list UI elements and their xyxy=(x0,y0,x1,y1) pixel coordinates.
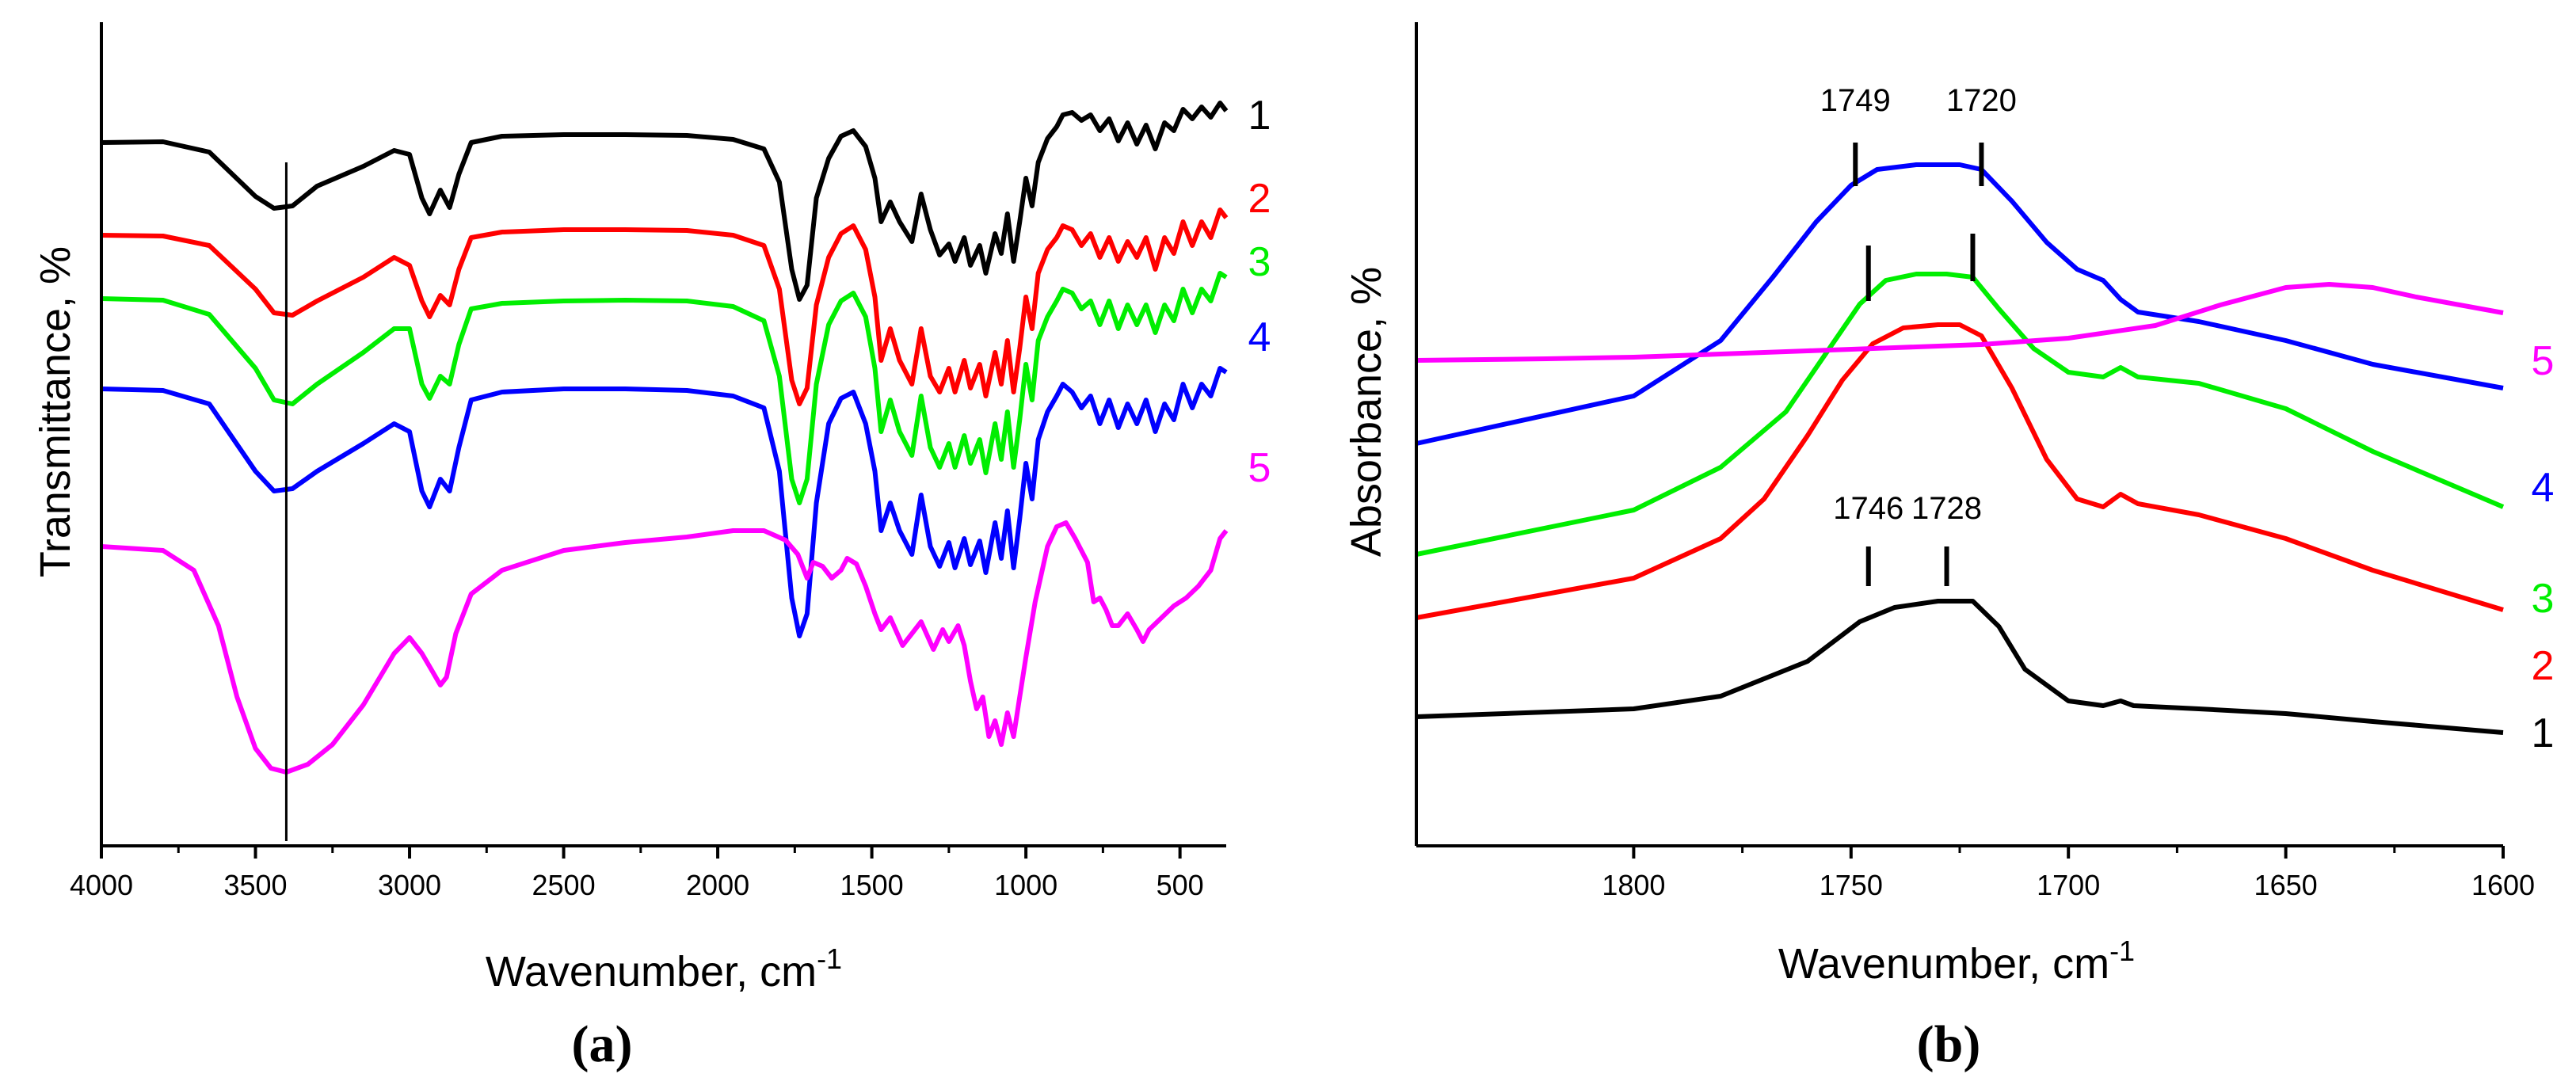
series-line-1 xyxy=(1416,599,2504,735)
chart-b-annotations: 1749 1720 1746 1728 xyxy=(1820,83,2017,586)
series-label-5: 5 xyxy=(1248,445,1271,491)
series-label-3: 3 xyxy=(1248,239,1271,285)
series-line-3 xyxy=(1416,272,2505,557)
series-label-1: 1 xyxy=(1248,93,1271,139)
x-tick-label: 1500 xyxy=(840,869,904,901)
x-tick-label: 3500 xyxy=(223,869,287,901)
series-line-2 xyxy=(1416,322,2504,620)
series-label-3: 3 xyxy=(2532,576,2555,622)
series-line-5 xyxy=(101,520,1229,775)
series-line-1 xyxy=(101,101,1229,302)
chart-a-xlabel: Wavenumber, cm-1 xyxy=(486,942,842,996)
chart-a-lines xyxy=(101,101,1229,775)
series-line-5 xyxy=(1416,282,2504,363)
chart-a-series-labels: 1 2 3 4 5 xyxy=(1248,93,1271,491)
annotation-label: 1746 xyxy=(1833,491,1903,526)
x-tick-label: 1650 xyxy=(2254,869,2318,901)
x-tick-label: 2500 xyxy=(532,869,596,901)
series-line-3 xyxy=(101,271,1228,505)
series-line-4 xyxy=(1416,162,2504,446)
series-label-4: 4 xyxy=(2532,465,2555,511)
series-line-4 xyxy=(101,366,1228,638)
x-tick-label: 500 xyxy=(1157,869,1204,901)
x-tick-label: 1700 xyxy=(2037,869,2100,901)
series-label-5: 5 xyxy=(2532,338,2555,384)
x-tick-label: 1600 xyxy=(2471,869,2535,901)
series-label-2: 2 xyxy=(1248,176,1271,222)
chart-b-lines xyxy=(1416,162,2505,735)
x-tick-label: 2000 xyxy=(686,869,749,901)
chart-b-xlabel: Wavenumber, cm-1 xyxy=(1778,935,2135,988)
x-tick-label: 1000 xyxy=(994,869,1057,901)
annotation-label: 1728 xyxy=(1911,491,1982,526)
chart-b: 1800 1750 1700 1650 1600 1749 1720 1746 1728 Wa… xyxy=(1343,22,2554,1073)
series-label-1: 1 xyxy=(2532,710,2555,756)
x-tick-label: 1750 xyxy=(1820,869,1883,901)
chart-a-frame xyxy=(101,22,1226,846)
annotation-label: 1749 xyxy=(1820,83,1891,118)
chart-a-ylabel: Transmittance, % xyxy=(32,246,79,577)
chart-a-ticks: 4000 3500 3000 2500 2000 1500 1000 500 xyxy=(70,846,1204,901)
panel-label-a: (a) xyxy=(572,1015,633,1073)
series-label-2: 2 xyxy=(2532,643,2555,689)
x-tick-label: 3000 xyxy=(378,869,441,901)
series-line-2 xyxy=(101,208,1229,406)
chart-b-ylabel: Absorbance, % xyxy=(1343,267,1390,557)
series-label-4: 4 xyxy=(1248,314,1271,360)
x-tick-label: 4000 xyxy=(70,869,133,901)
chart-b-series-labels: 1 2 3 4 5 xyxy=(2532,338,2555,756)
panel-label-b: (b) xyxy=(1917,1015,1981,1073)
chart-b-ticks: 1800 1750 1700 1650 1600 xyxy=(1602,846,2535,901)
x-tick-label: 1800 xyxy=(1602,869,1665,901)
chart-a: 4000 3500 3000 2500 2000 1500 1000 500 Wavenumb… xyxy=(32,22,1271,1073)
annotation-label: 1720 xyxy=(1946,83,2017,118)
